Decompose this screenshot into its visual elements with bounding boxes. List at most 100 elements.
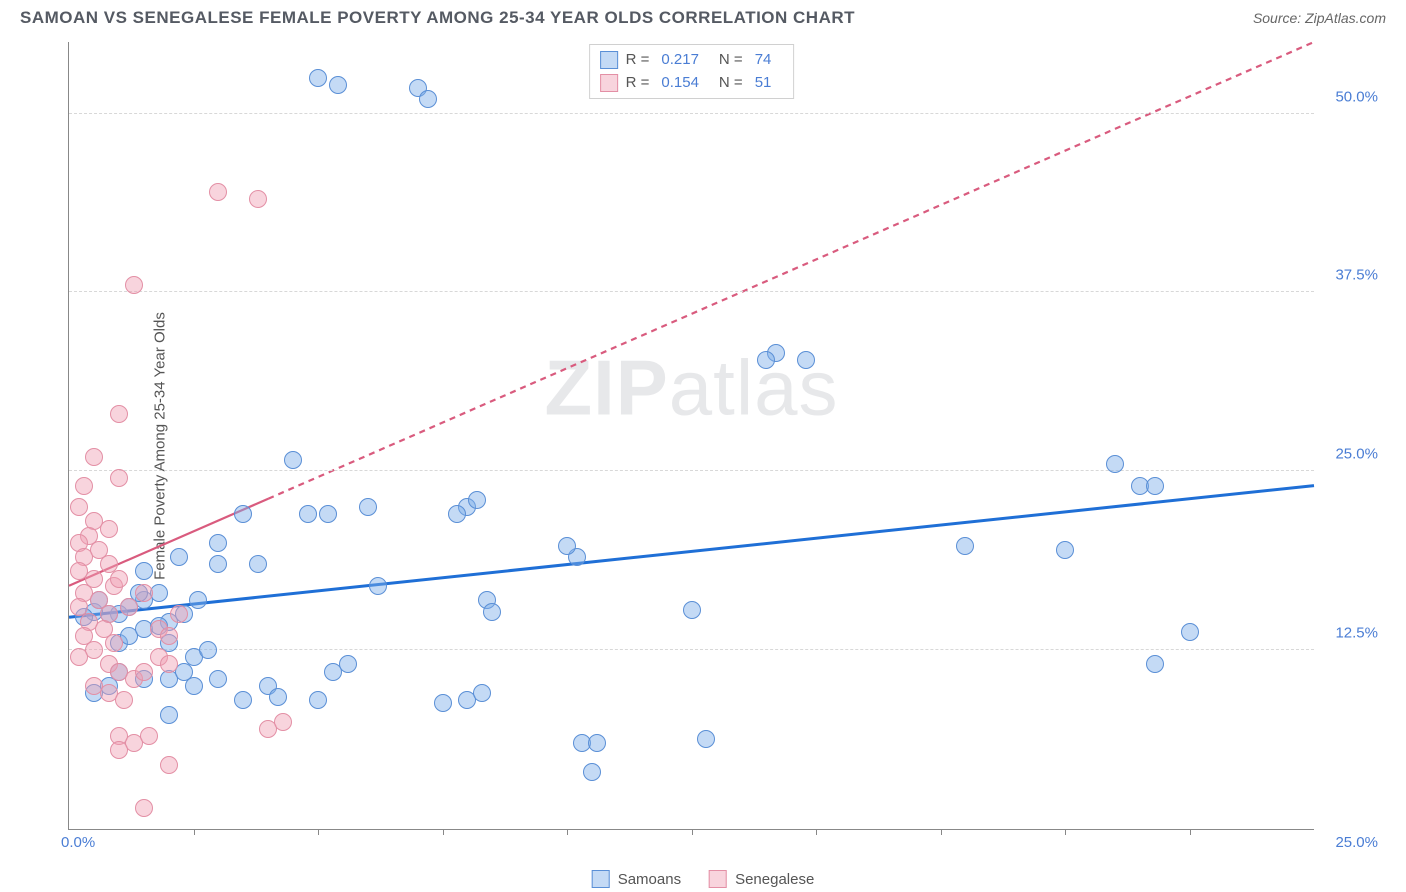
data-point [140, 727, 158, 745]
legend-swatch [600, 51, 618, 69]
gridline [69, 113, 1314, 114]
data-point [309, 69, 327, 87]
chart-header: SAMOAN VS SENEGALESE FEMALE POVERTY AMON… [0, 0, 1406, 32]
data-point [329, 76, 347, 94]
data-point [135, 663, 153, 681]
data-point [125, 276, 143, 294]
legend-correlation: R =0.217N =74R =0.154N =51 [589, 44, 795, 99]
data-point [135, 584, 153, 602]
data-point [105, 634, 123, 652]
data-point [70, 498, 88, 516]
x-tick [816, 829, 817, 835]
data-point [199, 641, 217, 659]
data-point [160, 627, 178, 645]
x-tick [1065, 829, 1066, 835]
data-point [189, 591, 207, 609]
data-point [110, 469, 128, 487]
data-point [319, 505, 337, 523]
data-point [209, 534, 227, 552]
legend-swatch [600, 74, 618, 92]
data-point [419, 90, 437, 108]
data-point [797, 351, 815, 369]
data-point [170, 548, 188, 566]
x-max-label: 25.0% [1335, 834, 1378, 851]
data-point [160, 756, 178, 774]
gridline [69, 291, 1314, 292]
data-point [683, 601, 701, 619]
data-point [583, 763, 601, 781]
chart-source: Source: ZipAtlas.com [1253, 10, 1386, 26]
trend-lines [69, 42, 1314, 829]
data-point [757, 351, 775, 369]
data-point [1181, 623, 1199, 641]
x-tick [692, 829, 693, 835]
x-tick [318, 829, 319, 835]
data-point [1146, 477, 1164, 495]
x-tick [941, 829, 942, 835]
legend-item: Samoans [592, 870, 681, 888]
data-point [483, 603, 501, 621]
legend-row: R =0.154N =51 [600, 72, 784, 95]
data-point [135, 799, 153, 817]
data-point [75, 477, 93, 495]
legend-swatch [592, 870, 610, 888]
data-point [1106, 455, 1124, 473]
data-point [274, 713, 292, 731]
x-tick [567, 829, 568, 835]
data-point [234, 505, 252, 523]
data-point [588, 734, 606, 752]
data-point [473, 684, 491, 702]
data-point [110, 405, 128, 423]
chart-title: SAMOAN VS SENEGALESE FEMALE POVERTY AMON… [20, 8, 855, 28]
data-point [434, 694, 452, 712]
gridline [69, 470, 1314, 471]
data-point [170, 605, 188, 623]
watermark: ZIPatlas [544, 343, 838, 434]
data-point [1056, 541, 1074, 559]
data-point [234, 691, 252, 709]
gridline [69, 649, 1314, 650]
data-point [697, 730, 715, 748]
plot-area: ZIPatlas 12.5%25.0%37.5%50.0%0.0%25.0%R … [68, 42, 1314, 830]
data-point [339, 655, 357, 673]
data-point [309, 691, 327, 709]
x-tick [443, 829, 444, 835]
data-point [299, 505, 317, 523]
data-point [209, 670, 227, 688]
x-tick [194, 829, 195, 835]
data-point [135, 562, 153, 580]
data-point [209, 555, 227, 573]
data-point [558, 537, 576, 555]
chart-container: Female Poverty Among 25-34 Year Olds ZIP… [48, 42, 1386, 850]
x-tick [1190, 829, 1191, 835]
data-point [100, 520, 118, 538]
data-point [956, 537, 974, 555]
legend-label: Samoans [618, 871, 681, 888]
legend-item: Senegalese [709, 870, 814, 888]
data-point [249, 190, 267, 208]
data-point [249, 555, 267, 573]
y-tick-label: 50.0% [1335, 88, 1378, 105]
data-point [448, 505, 466, 523]
y-tick-label: 25.0% [1335, 446, 1378, 463]
data-point [85, 448, 103, 466]
data-point [110, 570, 128, 588]
y-tick-label: 12.5% [1335, 625, 1378, 642]
legend-label: Senegalese [735, 871, 814, 888]
y-tick-label: 37.5% [1335, 267, 1378, 284]
data-point [70, 648, 88, 666]
x-origin-label: 0.0% [61, 834, 95, 851]
data-point [120, 598, 138, 616]
legend-bottom: Samoans Senegalese [592, 870, 815, 888]
legend-swatch [709, 870, 727, 888]
data-point [209, 183, 227, 201]
data-point [185, 677, 203, 695]
data-point [1146, 655, 1164, 673]
data-point [359, 498, 377, 516]
data-point [115, 691, 133, 709]
data-point [160, 655, 178, 673]
data-point [284, 451, 302, 469]
data-point [110, 741, 128, 759]
legend-row: R =0.217N =74 [600, 49, 784, 72]
data-point [468, 491, 486, 509]
